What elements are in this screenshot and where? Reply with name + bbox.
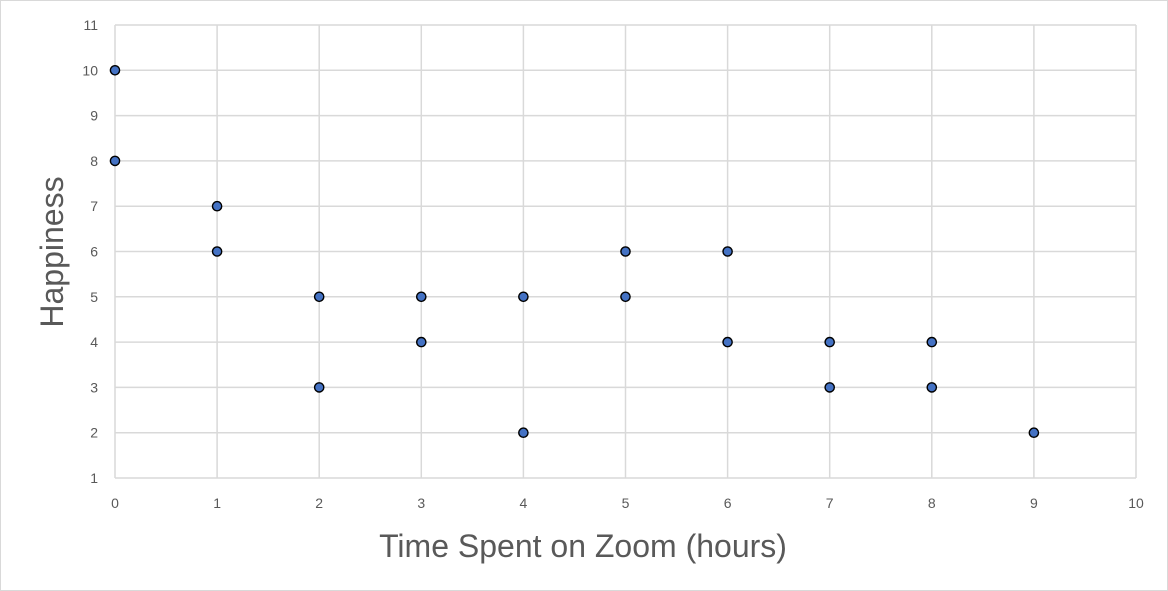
y-axis-title: Happiness <box>34 176 70 327</box>
y-tick-label: 7 <box>90 198 98 214</box>
x-tick-label: 3 <box>417 495 425 511</box>
y-tick-label: 5 <box>90 289 98 305</box>
data-points <box>109 65 1040 439</box>
x-tick-label: 5 <box>622 495 630 511</box>
grid-lines <box>114 24 1137 479</box>
y-tick-label: 6 <box>90 244 98 260</box>
x-tick-label: 1 <box>213 495 221 511</box>
x-axis-title: Time Spent on Zoom (hours) <box>379 528 787 564</box>
data-point <box>415 336 427 348</box>
data-point <box>211 246 223 257</box>
data-point <box>211 200 223 212</box>
x-tick-label: 7 <box>826 495 834 511</box>
data-point <box>109 155 121 167</box>
y-tick-label: 1 <box>90 470 98 486</box>
data-point <box>620 246 631 257</box>
y-tick-label: 11 <box>83 17 98 33</box>
x-tick-label: 2 <box>315 495 323 511</box>
x-tick-label: 9 <box>1030 495 1038 511</box>
data-point <box>518 291 529 303</box>
data-point <box>109 65 121 76</box>
x-tick-label: 6 <box>724 495 732 511</box>
x-tick-label: 10 <box>1128 495 1144 511</box>
data-point <box>620 291 631 303</box>
data-point <box>313 291 325 303</box>
y-tick-label: 2 <box>90 425 98 441</box>
data-point <box>722 246 733 257</box>
y-tick-label: 3 <box>90 379 98 395</box>
x-tick-label: 8 <box>928 495 936 511</box>
data-point <box>1028 427 1040 439</box>
x-tick-label: 4 <box>520 495 528 511</box>
data-point <box>926 336 938 348</box>
y-tick-label: 9 <box>90 108 98 124</box>
y-tick-label: 10 <box>82 62 98 78</box>
data-point <box>415 291 427 303</box>
data-point <box>313 382 325 393</box>
data-point <box>824 382 836 393</box>
y-tick-label: 4 <box>90 334 98 350</box>
y-tick-label: 8 <box>90 153 98 169</box>
data-point <box>824 336 836 348</box>
data-point <box>518 427 529 439</box>
data-point <box>926 382 938 393</box>
x-tick-label: 0 <box>111 495 119 511</box>
data-point <box>722 336 733 348</box>
